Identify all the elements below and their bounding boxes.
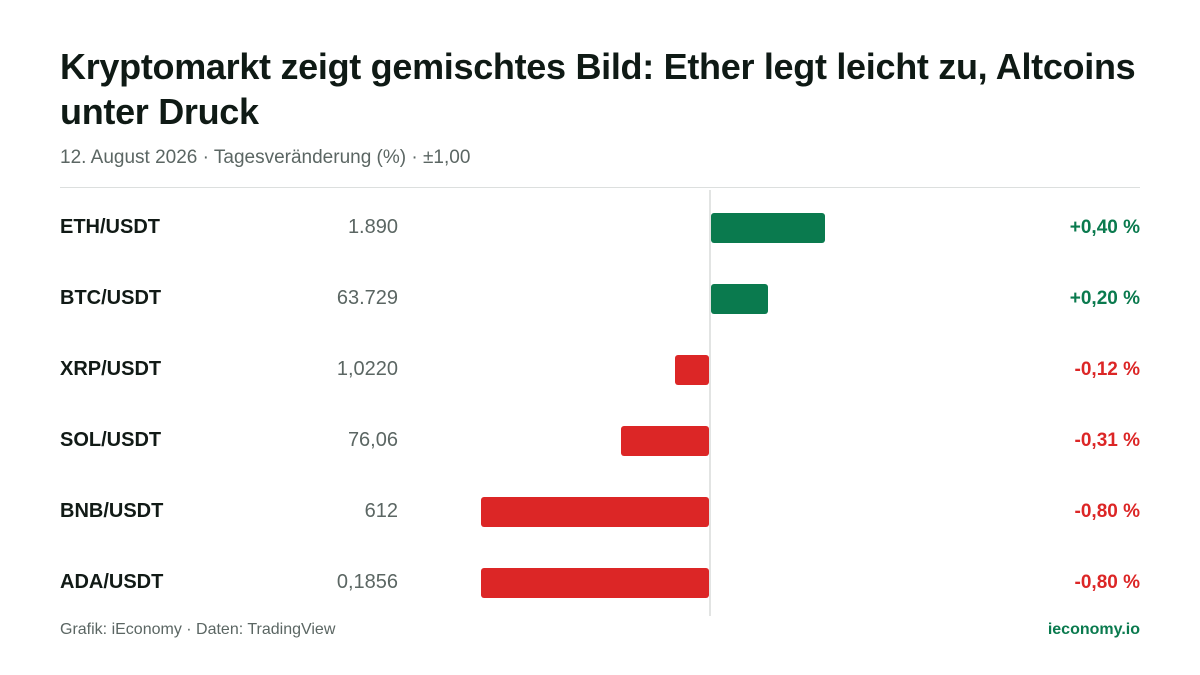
footer-brand: ieconomy.io xyxy=(1047,621,1140,638)
bar xyxy=(481,497,709,527)
pair-label: ADA/USDT xyxy=(60,571,164,593)
bar-row: ETH/USDT 1.890 +0,40 % xyxy=(0,192,1200,263)
bar xyxy=(481,568,709,598)
bar xyxy=(620,426,709,456)
bar xyxy=(711,213,825,243)
chart-subtitle: 12. August 2026 · Tagesveränderung (%) ·… xyxy=(60,147,471,168)
change-label: -0,80 % xyxy=(1074,572,1140,593)
price-label: 1.890 xyxy=(347,216,398,238)
bar-row: SOL/USDT 76,06 -0,31 % xyxy=(0,405,1200,476)
price-label: 0,1856 xyxy=(336,571,398,593)
footer-source: Grafik: iEconomy · Daten: TradingView xyxy=(60,621,336,638)
pair-label: BNB/USDT xyxy=(60,500,164,522)
price-label: 612 xyxy=(364,500,398,522)
pair-label: BTC/USDT xyxy=(60,287,162,309)
header-divider xyxy=(60,187,1140,188)
pair-label: SOL/USDT xyxy=(60,429,162,451)
price-label: 63.729 xyxy=(336,287,398,309)
bar-row: BTC/USDT 63.729 +0,20 % xyxy=(0,263,1200,334)
pair-label: XRP/USDT xyxy=(60,358,162,380)
change-label: -0,12 % xyxy=(1074,359,1140,380)
bar xyxy=(674,355,709,385)
change-label: -0,80 % xyxy=(1074,501,1140,522)
bar xyxy=(711,284,768,314)
bar-row: XRP/USDT 1,0220 -0,12 % xyxy=(0,334,1200,405)
change-label: +0,20 % xyxy=(1069,288,1140,309)
change-label: +0,40 % xyxy=(1069,217,1140,238)
pair-label: ETH/USDT xyxy=(60,216,160,238)
zero-axis-line xyxy=(709,190,711,616)
price-label: 1,0220 xyxy=(336,358,398,380)
change-label: -0,31 % xyxy=(1074,430,1140,451)
bar-row: BNB/USDT 612 -0,80 % xyxy=(0,476,1200,547)
chart-title: Kryptomarkt zeigt gemischtes Bild: Ether… xyxy=(60,46,1136,132)
price-label: 76,06 xyxy=(347,429,398,451)
bar-row: ADA/USDT 0,1856 -0,80 % xyxy=(0,547,1200,618)
